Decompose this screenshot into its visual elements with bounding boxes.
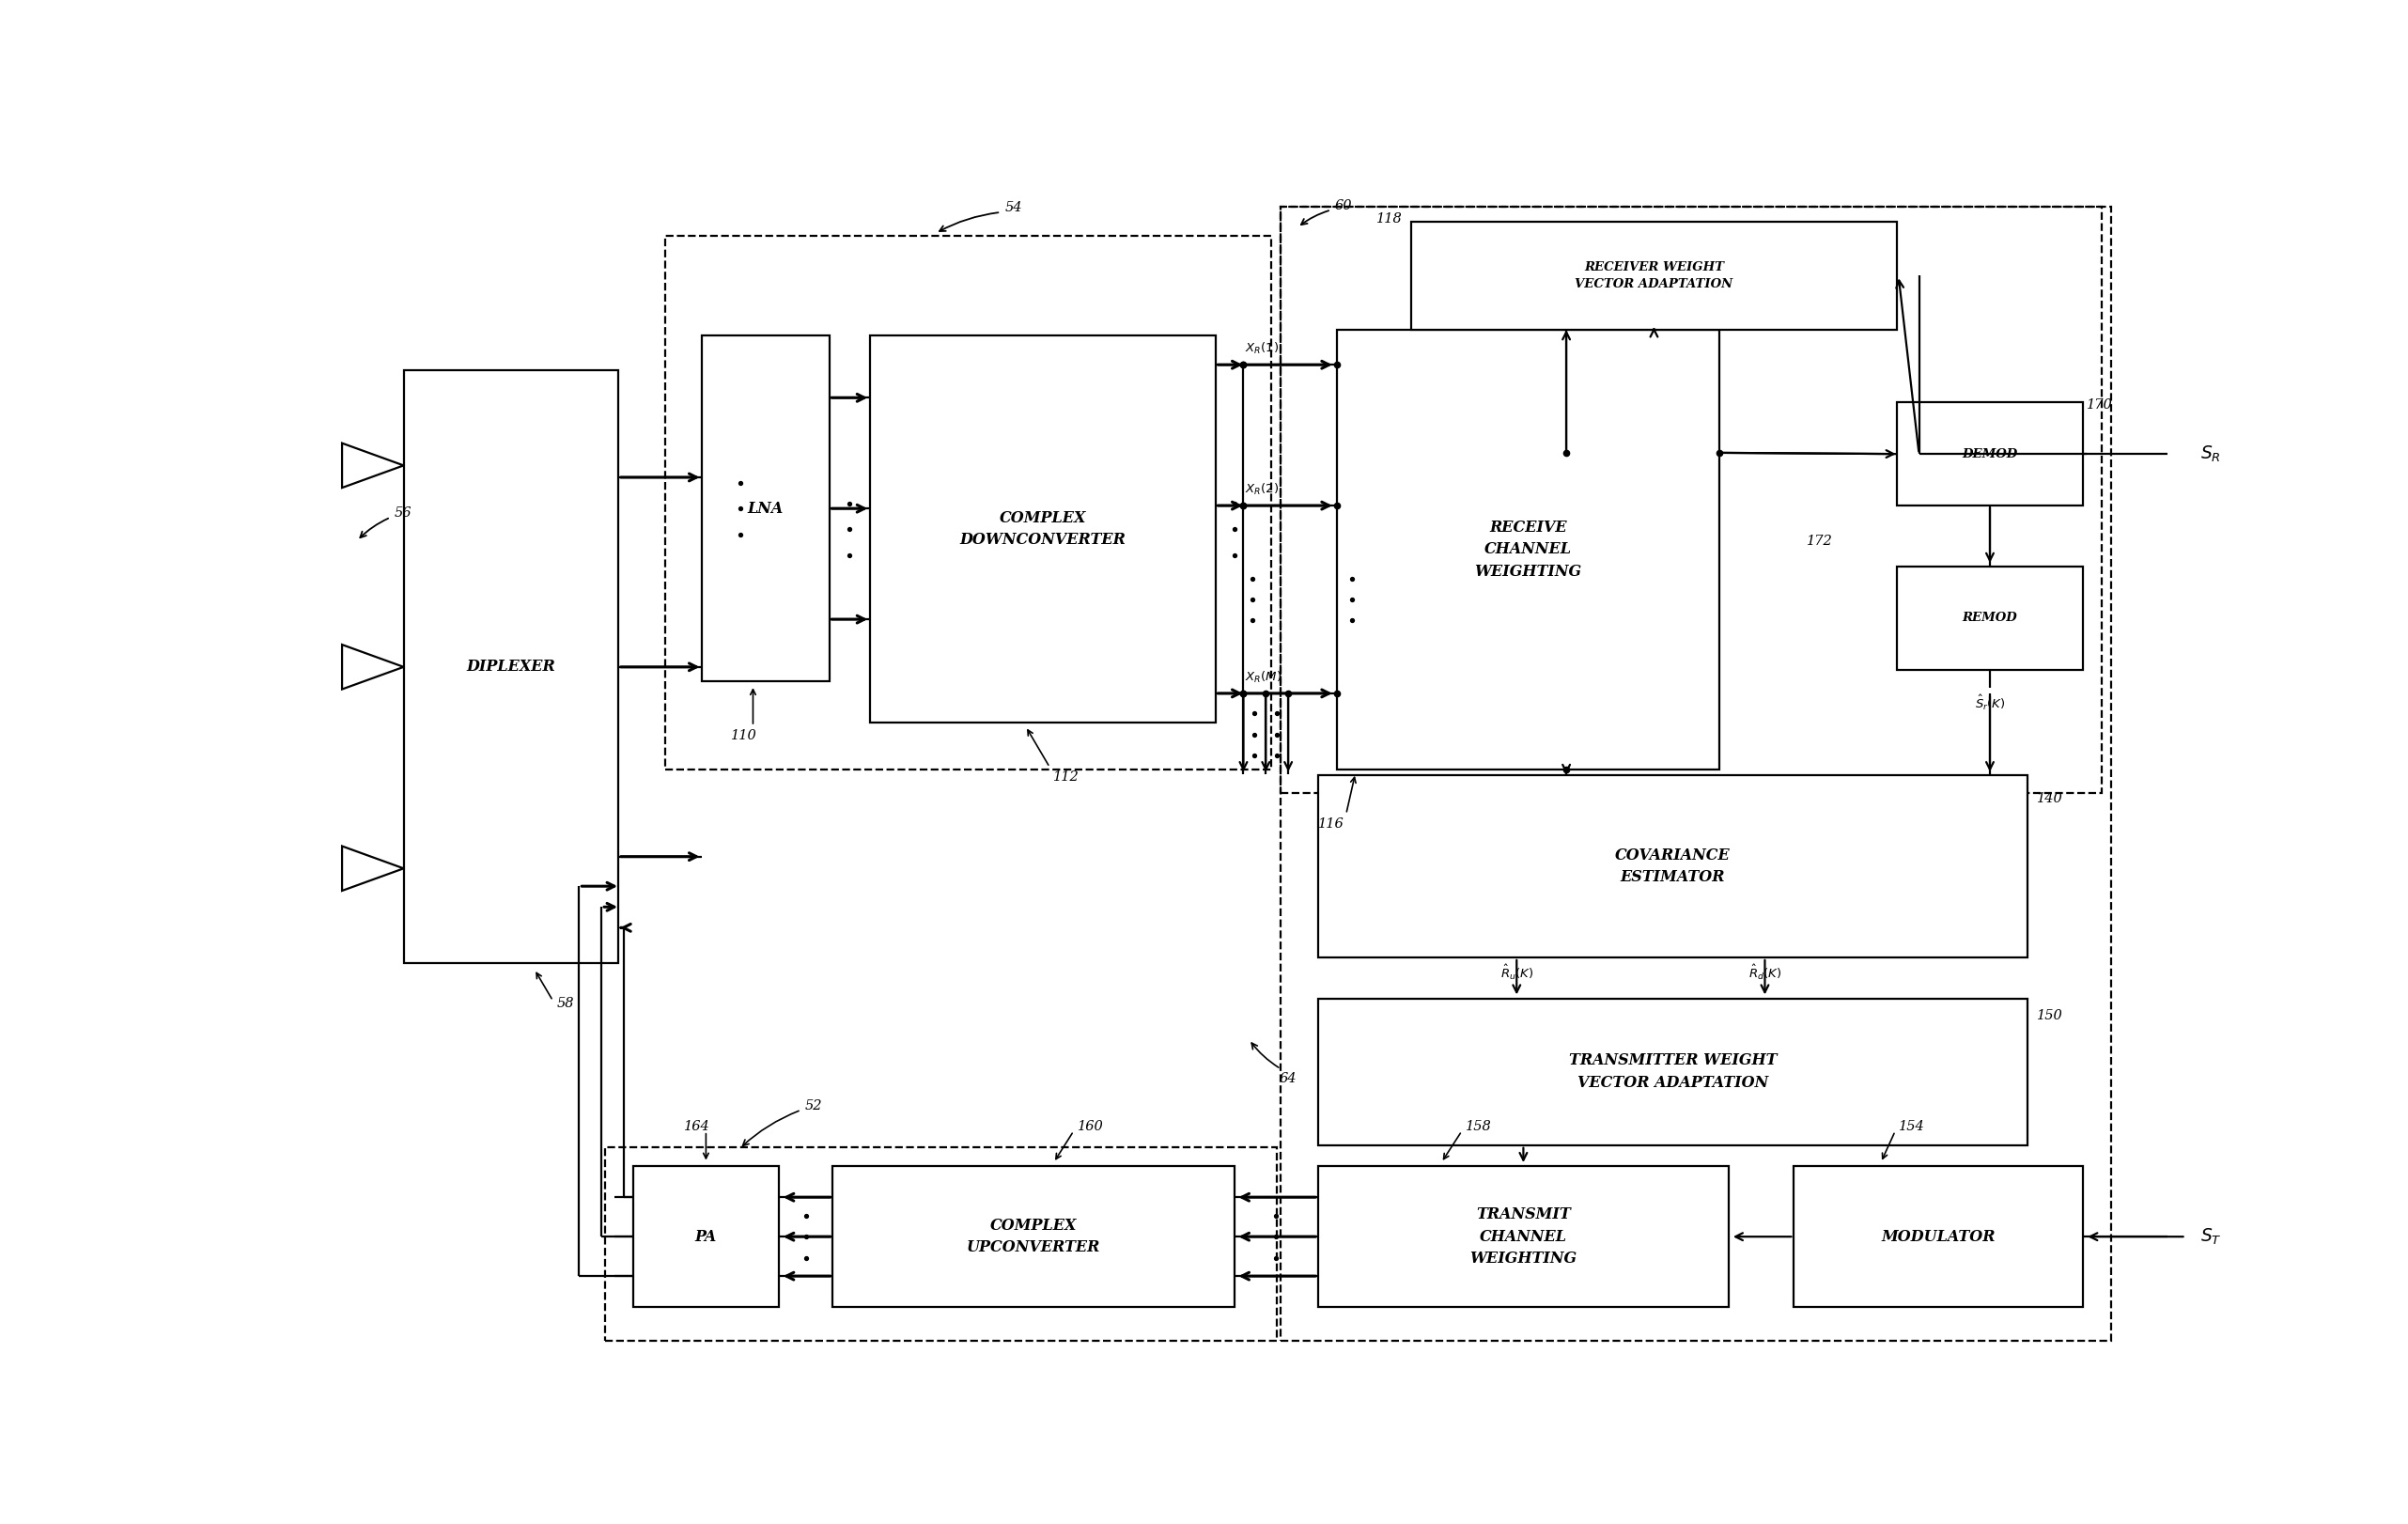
- Text: 164: 164: [684, 1120, 710, 1134]
- Text: TRANSMITTER WEIGHT
VECTOR ADAPTATION: TRANSMITTER WEIGHT VECTOR ADAPTATION: [1568, 1053, 1777, 1091]
- Text: 116: 116: [1317, 817, 1344, 831]
- Bar: [633, 1166, 778, 1308]
- Text: $X_R(2)$: $X_R(2)$: [1245, 482, 1279, 497]
- Text: $X_R(M)$: $X_R(M)$: [1245, 671, 1281, 686]
- Text: DEMOD: DEMOD: [1963, 448, 2018, 460]
- Text: $X_R(1)$: $X_R(1)$: [1245, 341, 1279, 357]
- Bar: [1794, 1166, 2083, 1308]
- Text: REMOD: REMOD: [1963, 613, 2018, 625]
- Text: COVARIANCE
ESTIMATOR: COVARIANCE ESTIMATOR: [1616, 847, 1731, 885]
- Text: RECEIVE
CHANNEL
WEIGHTING: RECEIVE CHANNEL WEIGHTING: [1474, 520, 1582, 579]
- Bar: [1317, 1166, 1729, 1308]
- Text: 60: 60: [1334, 200, 1353, 212]
- Bar: [1411, 221, 1898, 329]
- Text: $\hat{R}_u(K)$: $\hat{R}_u(K)$: [1500, 963, 1534, 983]
- Bar: [703, 335, 828, 681]
- Text: 160: 160: [1076, 1120, 1103, 1134]
- Text: 54: 54: [1004, 201, 1021, 215]
- Text: 52: 52: [804, 1099, 821, 1113]
- Text: $S_T$: $S_T$: [2201, 1227, 2223, 1247]
- Text: COMPLEX
UPCONVERTER: COMPLEX UPCONVERTER: [966, 1218, 1100, 1256]
- Bar: [869, 335, 1216, 722]
- Text: COMPLEX
DOWNCONVERTER: COMPLEX DOWNCONVERTER: [961, 511, 1127, 549]
- Text: RECEIVER WEIGHT
VECTOR ADAPTATION: RECEIVER WEIGHT VECTOR ADAPTATION: [1575, 261, 1734, 290]
- Text: 112: 112: [1052, 771, 1079, 783]
- Text: 154: 154: [1900, 1120, 1924, 1134]
- Text: MODULATOR: MODULATOR: [1881, 1228, 1996, 1245]
- Text: 150: 150: [2037, 1009, 2064, 1023]
- Bar: [1317, 998, 2028, 1145]
- Text: PA: PA: [696, 1228, 718, 1245]
- Text: 172: 172: [1806, 535, 1832, 547]
- Text: 56: 56: [395, 506, 412, 520]
- Bar: [1336, 329, 1719, 770]
- Text: 118: 118: [1375, 212, 1401, 226]
- Text: $\hat{R}_d(K)$: $\hat{R}_d(K)$: [1748, 963, 1782, 983]
- Text: LNA: LNA: [749, 500, 783, 517]
- Text: $S_R$: $S_R$: [2201, 443, 2220, 463]
- Bar: [405, 370, 619, 963]
- Bar: [604, 1148, 1276, 1341]
- Text: 140: 140: [2037, 791, 2064, 805]
- Bar: [1898, 567, 2083, 671]
- Text: 170: 170: [2088, 399, 2114, 411]
- Text: DIPLEXER: DIPLEXER: [467, 658, 556, 675]
- Text: TRANSMIT
CHANNEL
WEIGHTING: TRANSMIT CHANNEL WEIGHTING: [1469, 1207, 1577, 1266]
- Bar: [665, 236, 1271, 770]
- Bar: [1281, 206, 2102, 792]
- Text: 158: 158: [1466, 1120, 1491, 1134]
- Text: $\hat{S}_r(K)$: $\hat{S}_r(K)$: [1975, 693, 2006, 712]
- Text: 58: 58: [556, 997, 573, 1010]
- Text: 64: 64: [1279, 1073, 1296, 1085]
- Bar: [1898, 402, 2083, 506]
- Bar: [1281, 206, 2112, 1341]
- Text: 110: 110: [730, 730, 756, 742]
- Bar: [833, 1166, 1235, 1308]
- Bar: [1317, 776, 2028, 957]
